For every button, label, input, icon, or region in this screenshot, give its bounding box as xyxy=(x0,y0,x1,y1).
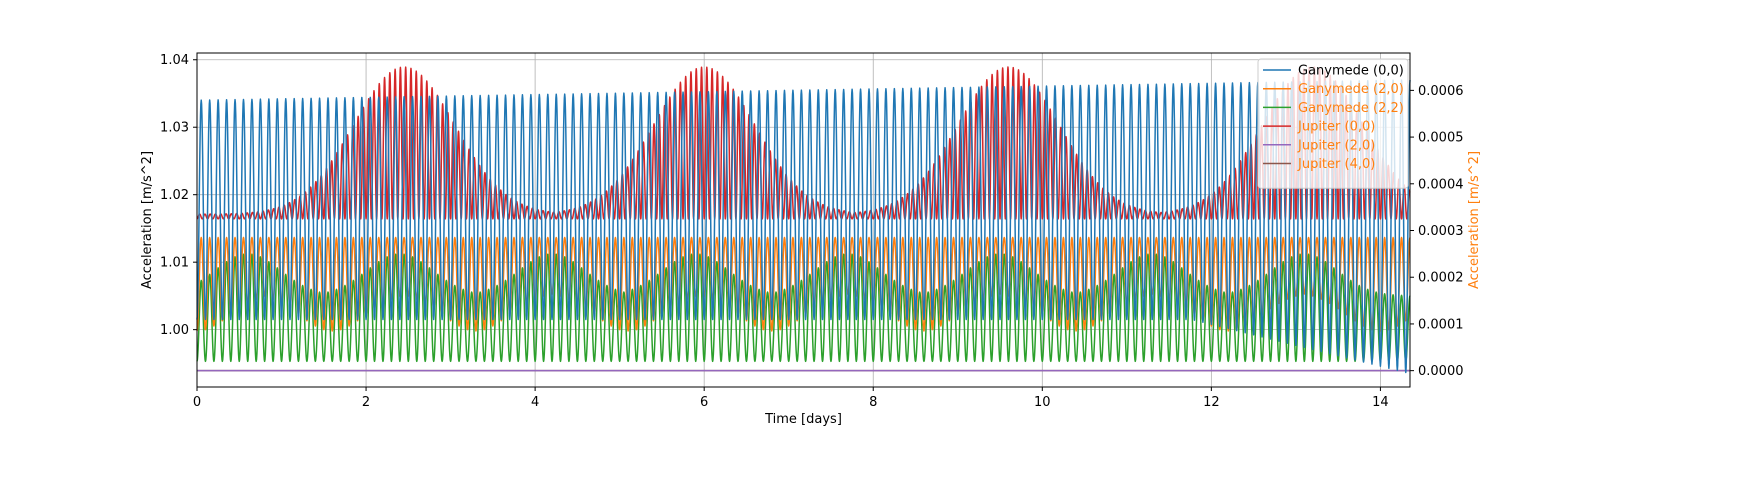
left-y-tick-label: 1.00 xyxy=(160,323,189,338)
x-axis-label: Time [days] xyxy=(764,412,842,427)
right-y-tick-label: 0.0004 xyxy=(1418,177,1464,192)
series-line-0 xyxy=(196,79,1411,374)
x-tick-label: 4 xyxy=(531,395,539,410)
right-y-tick-label: 0.0005 xyxy=(1418,131,1464,146)
right-y-axis-label: Acceleration [m/s^2] xyxy=(1467,151,1482,289)
right-y-axis-ticks: 0.0000 0.0001 0.0002 0.0003 0.0004 0.0005 0.00… xyxy=(1410,84,1464,379)
x-tick-label: 14 xyxy=(1372,395,1389,410)
series-line-2 xyxy=(196,253,1411,363)
left-y-tick-label: 1.04 xyxy=(160,53,189,68)
legend-label-5: Jupiter (4,0) xyxy=(1297,157,1375,172)
right-y-tick-label: 0.0003 xyxy=(1418,224,1464,239)
right-y-tick-label: 0.0006 xyxy=(1418,84,1464,99)
series-lines xyxy=(196,66,1411,374)
legend: Ganymede (0,0) Ganymede (2,0) Ganymede (2,… xyxy=(1257,58,1409,189)
right-y-tick-label: 0.0000 xyxy=(1418,364,1464,379)
left-y-tick-label: 1.02 xyxy=(160,188,189,203)
left-y-tick-label: 1.03 xyxy=(160,121,189,136)
legend-label-1: Ganymede (2,0) xyxy=(1298,82,1404,97)
x-tick-label: 10 xyxy=(1034,395,1051,410)
x-tick-label: 2 xyxy=(362,395,370,410)
x-tick-label: 6 xyxy=(700,395,708,410)
legend-label-4: Jupiter (2,0) xyxy=(1297,138,1375,153)
left-y-axis-label: Acceleration [m/s^2] xyxy=(140,151,155,289)
x-tick-label: 0 xyxy=(193,395,201,410)
x-tick-label: 8 xyxy=(869,395,877,410)
legend-label-3: Jupiter (0,0) xyxy=(1297,120,1375,135)
legend-label-0: Ganymede (0,0) xyxy=(1298,64,1404,79)
left-y-tick-label: 1.01 xyxy=(160,256,189,271)
left-y-axis-ticks: 1.00 1.01 1.02 1.03 1.04 xyxy=(160,53,197,338)
x-axis-ticks: 0 2 4 6 8 10 12 14 xyxy=(193,387,1389,410)
plot-frame xyxy=(196,52,1411,388)
right-y-tick-label: 0.0002 xyxy=(1418,271,1464,286)
x-tick-label: 12 xyxy=(1203,395,1220,410)
legend-box xyxy=(1257,58,1409,189)
legend-label-2: Ganymede (2,2) xyxy=(1298,101,1404,116)
right-y-tick-label: 0.0001 xyxy=(1418,317,1464,332)
